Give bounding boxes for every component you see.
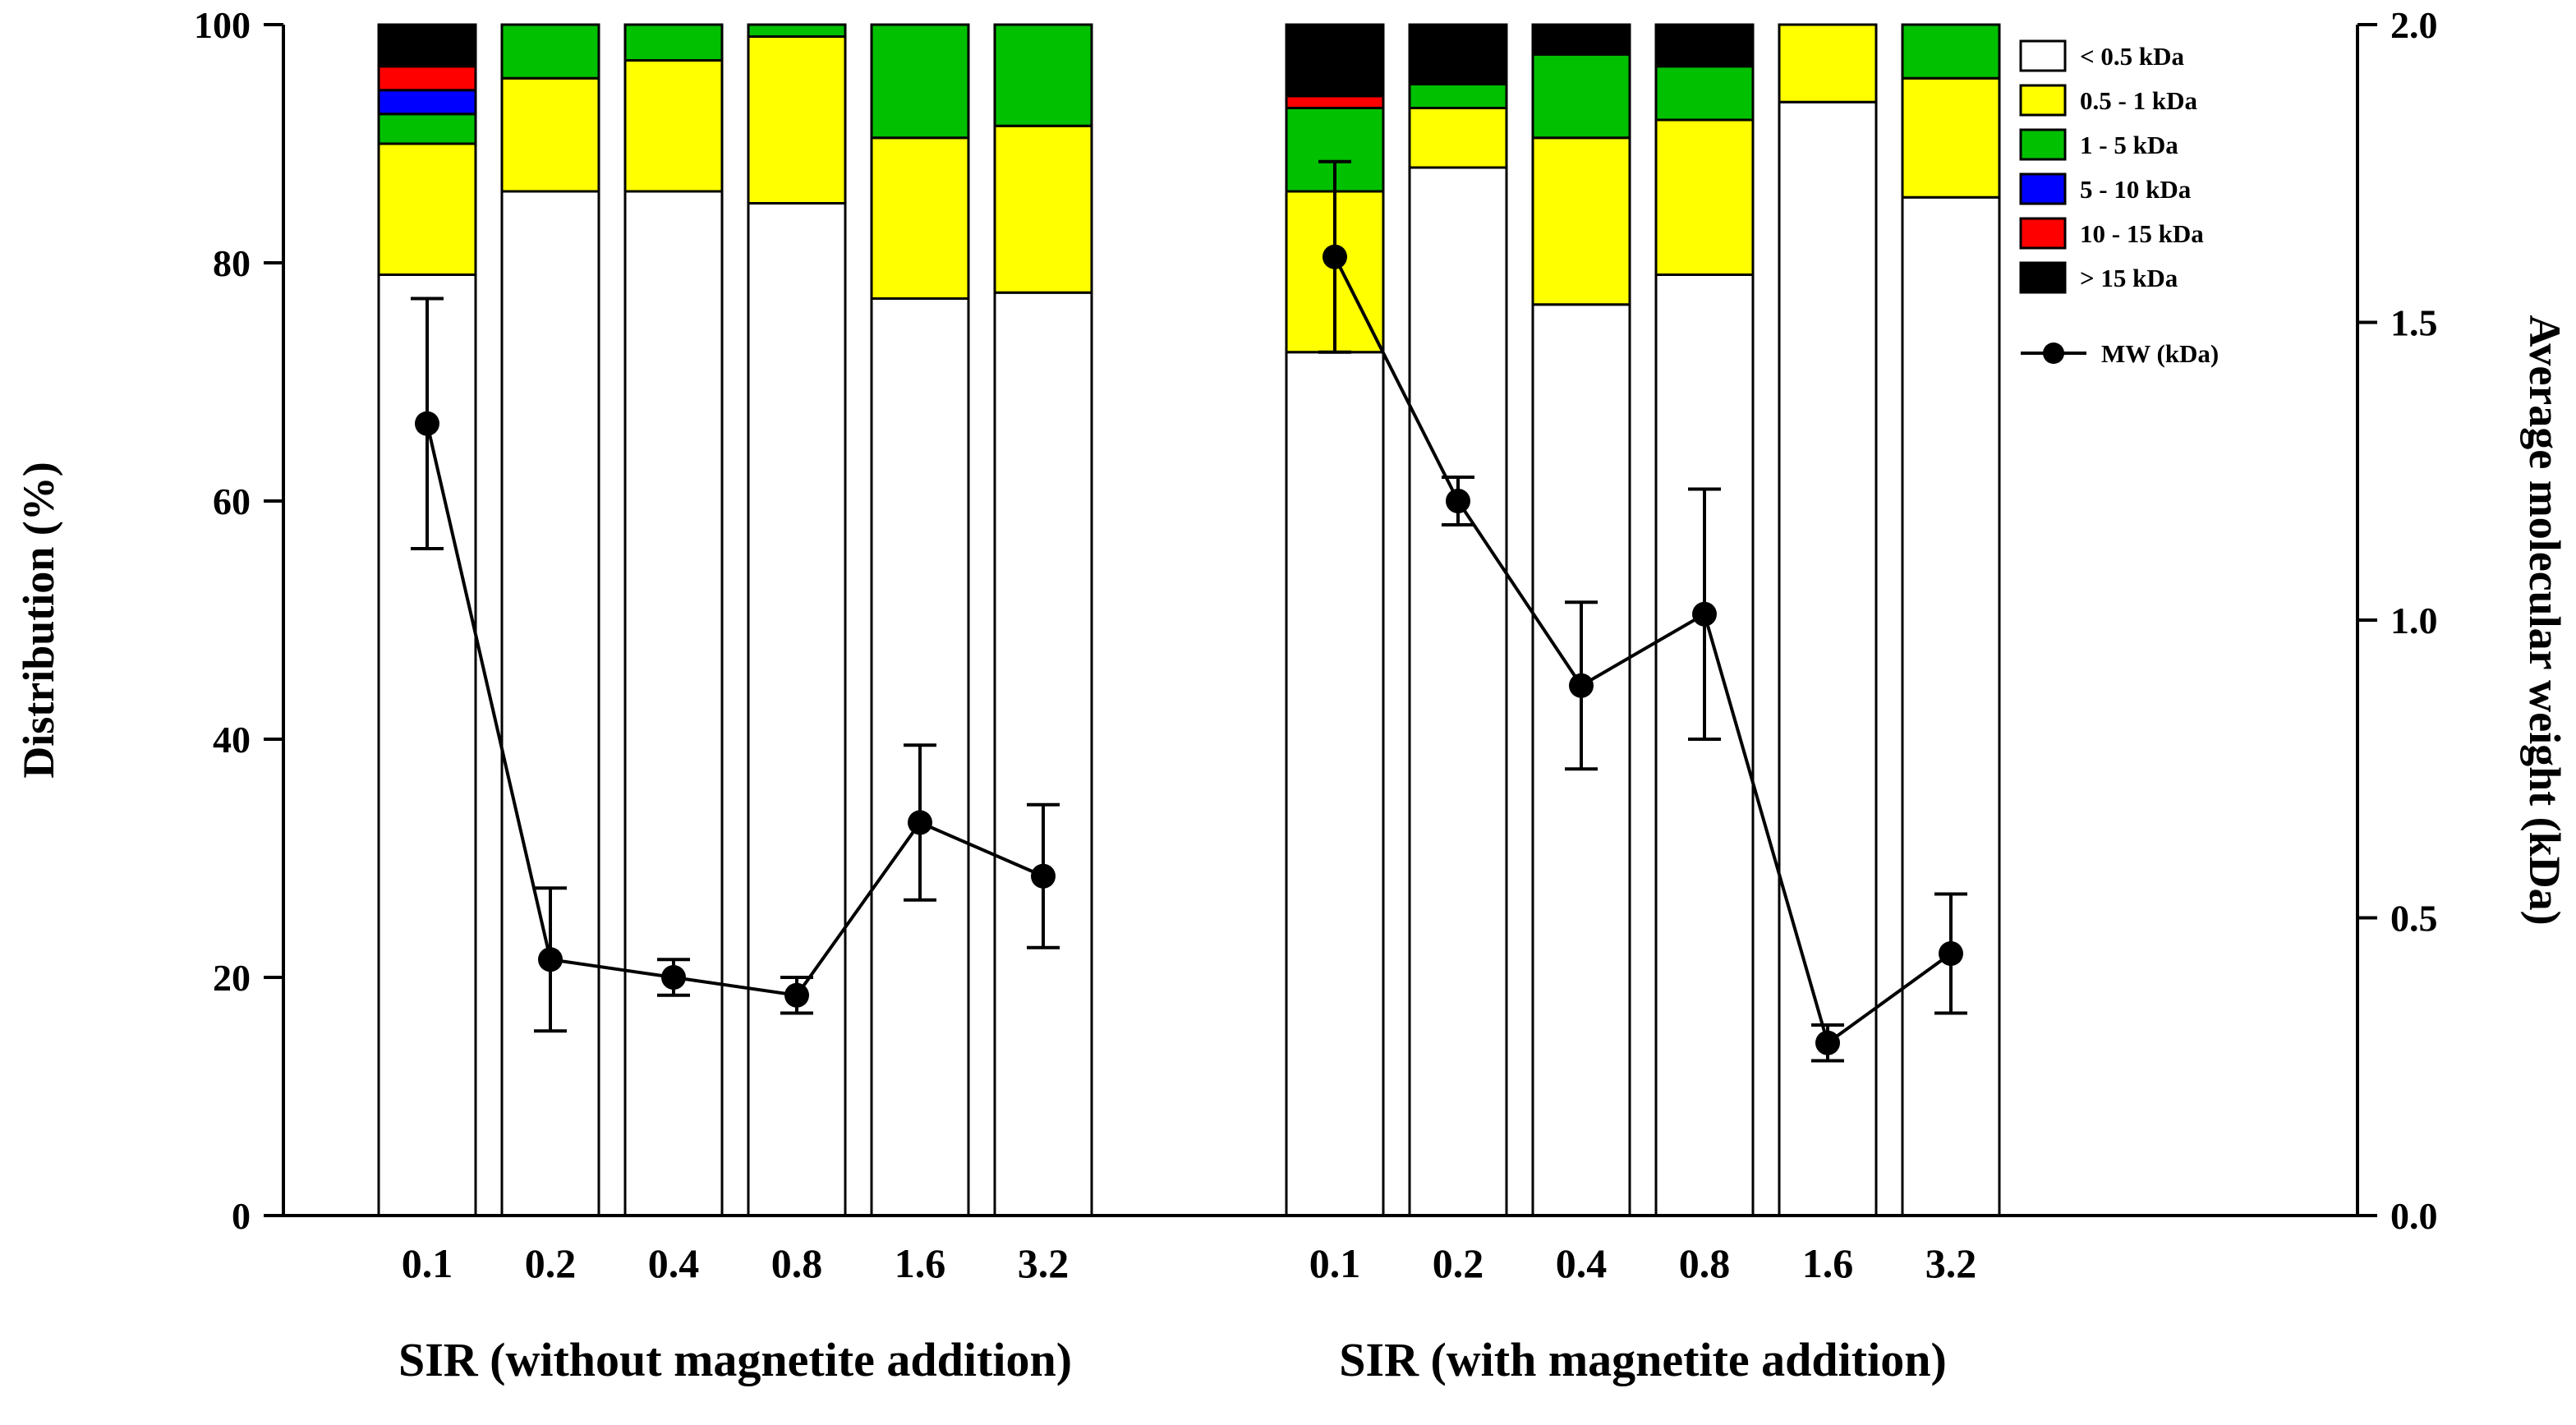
right-axis-tick-label: 1.0 [2390,600,2438,641]
bar-segment [747,23,847,38]
bar-segment [377,65,477,92]
mw-marker [1692,601,1717,627]
x-tick-label: 3.2 [1925,1240,1977,1286]
bar-segment [1654,65,1755,122]
legend-swatch [2019,84,2067,117]
x-tick-label: 0.2 [1433,1240,1484,1286]
bar-segment [377,89,477,116]
left-axis-tick-label: 20 [213,957,251,999]
bar-segment [1285,23,1385,98]
bar-segment [1408,83,1508,109]
bar-segment [500,23,600,80]
bar-segment [747,202,847,1217]
bar-segment [1901,23,2001,80]
x-tick-label: 0.2 [525,1240,577,1286]
bar-segment [870,23,970,140]
bar-segment [623,59,724,193]
x-tick-label: 1.6 [895,1240,946,1286]
x-tick-label: 0.4 [1556,1240,1608,1286]
x-tick-label: 0.1 [1309,1240,1361,1286]
mw-marker [908,810,932,835]
legend-swatch [2019,128,2067,161]
bar-segment [1654,274,1755,1217]
right-axis-tick-label: 2.0 [2390,4,2438,46]
x-tick-label: 0.1 [402,1240,453,1286]
group-axis-title: SIR (without magnetite addition) [398,1333,1072,1386]
mw-marker [661,965,686,990]
x-tick-label: 1.6 [1802,1240,1854,1286]
legend-label: 0.5 - 1 kDa [2080,86,2197,115]
bar-segment [1901,76,2001,199]
legend-label: 10 - 15 kDa [2080,219,2204,248]
x-tick-label: 0.8 [1679,1240,1731,1286]
bar-segment [747,35,847,205]
bar-segment [1531,53,1631,140]
bar-segment [993,124,1093,294]
group-axis-title: SIR (with magnetite addition) [1339,1333,1947,1386]
mw-marker [1446,489,1470,513]
bar-segment [1408,166,1508,1217]
bar-segment [500,76,600,193]
bar-segment [377,142,477,276]
legend-swatch [2019,217,2067,250]
left-axis-tick-label: 60 [213,480,251,522]
mw-line [426,423,1044,997]
right-axis-tick-label: 1.5 [2390,302,2438,344]
bar-segment [623,23,724,62]
legend-swatch [2019,39,2067,72]
bar-segment [1901,195,2001,1217]
left-axis-title: Distribution (%) [14,462,63,779]
bar-segment [1408,23,1508,85]
legend-label: > 15 kDa [2080,264,2178,292]
mw-marker [538,947,563,972]
legend-swatch [2019,172,2067,205]
left-axis-tick-label: 40 [213,719,251,761]
x-tick-label: 0.4 [648,1240,700,1286]
bar-segment [500,190,600,1217]
mw-marker [415,411,439,436]
mw-marker [1815,1030,1840,1055]
bar-segment [1654,118,1755,276]
legend-label: 5 - 10 kDa [2080,175,2192,204]
x-tick-label: 3.2 [1018,1240,1070,1286]
legend-swatch [2019,261,2067,294]
legend-label: < 0.5 kDa [2080,42,2185,71]
legend-label: 1 - 5 kDa [2080,131,2178,159]
bar-segment [993,291,1093,1217]
mw-marker [784,982,809,1008]
bar-segment [377,113,477,145]
mw-marker [1031,863,1056,889]
x-tick-label: 0.8 [771,1240,823,1286]
left-axis-tick-label: 0 [232,1195,251,1237]
bar-segment [377,23,477,68]
bar-segment [1531,23,1631,56]
legend-marker-sample [2043,342,2064,364]
bar-segment [870,136,970,300]
bar-segment [1285,351,1385,1217]
right-axis-title: Average molecular weight (kDa) [2520,315,2569,925]
right-axis-tick-label: 0.0 [2390,1195,2438,1237]
bar-segment [1285,94,1385,109]
mw-marker [1322,244,1347,269]
bar-segment [993,23,1093,127]
legend-label: MW (kDa) [2101,339,2219,368]
bar-segment [1531,136,1631,306]
bar-segment [1778,23,1878,103]
bar-segment [623,190,724,1217]
bar-segment [1408,107,1508,169]
left-axis-tick-label: 80 [213,242,251,284]
left-axis-tick-label: 100 [194,4,251,46]
mw-marker [1939,941,1963,966]
bar-segment [1654,23,1755,68]
mw-marker [1569,673,1594,698]
right-axis-tick-label: 0.5 [2390,898,2438,940]
mw-line [1333,255,1953,1046]
